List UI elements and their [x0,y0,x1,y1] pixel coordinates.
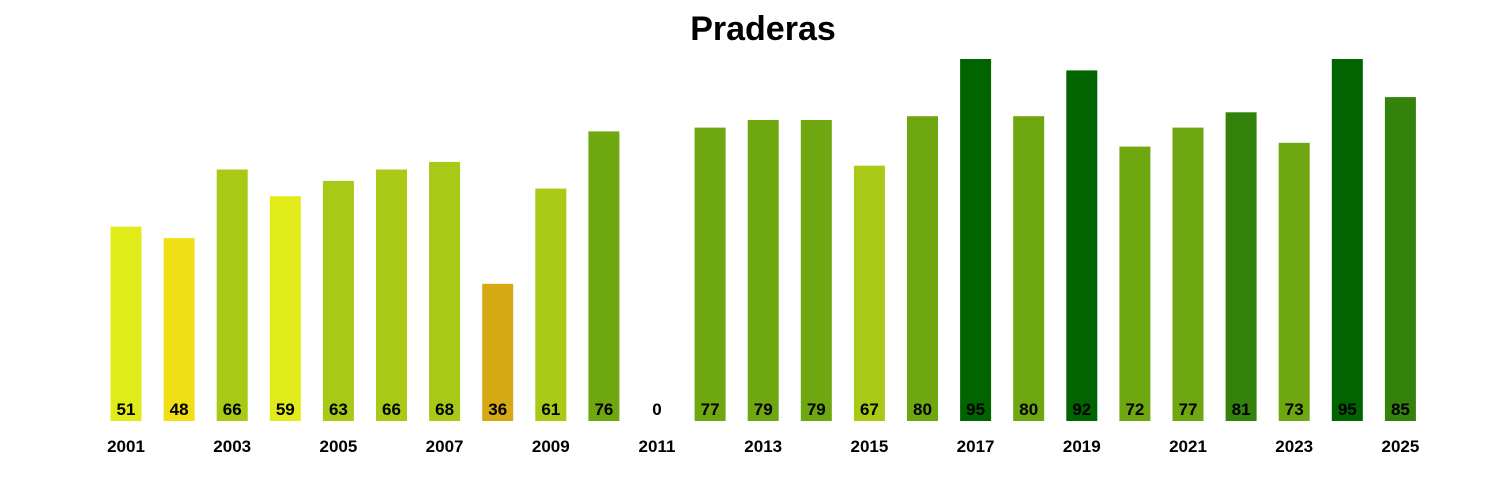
value-label-2004: 59 [276,400,295,419]
value-label-2011: 0 [652,400,661,419]
x-tick-label-2011: 2011 [639,437,676,456]
value-label-2017: 95 [966,400,985,419]
value-label-2008: 36 [488,400,507,419]
x-tick-label-2019: 2019 [1063,437,1101,456]
bar-2019 [1066,70,1098,422]
bar-2021 [1172,127,1204,421]
bar-2016 [907,116,938,421]
bar-2017 [960,59,992,421]
x-tick-label-2005: 2005 [319,437,357,456]
bar-2003 [216,169,248,421]
value-label-2007: 68 [435,400,454,419]
value-label-2025: 85 [1391,400,1410,419]
bar-2020 [1119,146,1151,421]
value-label-2014: 79 [807,400,826,419]
x-tick-label-2001: 2001 [107,437,145,456]
chart-title: Praderas [690,10,836,48]
value-label-2021: 77 [1179,400,1198,419]
bar-2007 [429,161,461,421]
value-label-2010: 76 [594,400,613,419]
value-label-2019: 92 [1072,400,1091,419]
value-label-2002: 48 [170,400,189,419]
value-label-2018: 80 [1019,400,1038,419]
bar-2006 [376,169,407,421]
x-tick-label-2003: 2003 [213,437,251,456]
value-label-2022: 81 [1232,400,1251,419]
bar-2004 [269,196,301,421]
bar-2025 [1384,97,1416,421]
x-tick-label-2015: 2015 [850,437,888,456]
value-label-2016: 80 [913,400,932,419]
x-tick-label-2013: 2013 [744,437,782,456]
value-label-2003: 66 [223,400,242,419]
bar-2012 [694,127,726,421]
bar-2009 [535,188,567,421]
x-tick-label-2025: 2025 [1381,437,1419,456]
value-label-2013: 79 [754,400,773,419]
value-label-2006: 66 [382,400,401,419]
bar-2015 [853,165,885,421]
bar-2023 [1278,142,1310,422]
x-tick-label-2009: 2009 [532,437,570,456]
value-label-2005: 63 [329,400,348,419]
bar-2013 [747,120,779,421]
value-label-2023: 73 [1285,400,1304,419]
bar-2018 [1013,116,1045,421]
value-label-2024: 95 [1338,400,1357,419]
value-label-2015: 67 [860,400,879,419]
value-label-2001: 51 [117,400,136,419]
bar-2022 [1225,112,1257,422]
x-tick-label-2017: 2017 [957,437,995,456]
bar-2010 [588,131,620,421]
x-tick-label-2007: 2007 [426,437,464,456]
bar-2008 [482,283,514,421]
bar-2002 [163,238,195,421]
bar-2001 [110,226,142,421]
value-label-2012: 77 [701,400,720,419]
x-tick-label-2023: 2023 [1275,437,1313,456]
bar-2014 [800,120,832,421]
x-tick-label-2021: 2021 [1169,437,1207,456]
value-label-2020: 72 [1125,400,1144,419]
bar-2024 [1331,59,1363,421]
bar-2005 [322,180,354,421]
value-label-2009: 61 [541,400,560,419]
